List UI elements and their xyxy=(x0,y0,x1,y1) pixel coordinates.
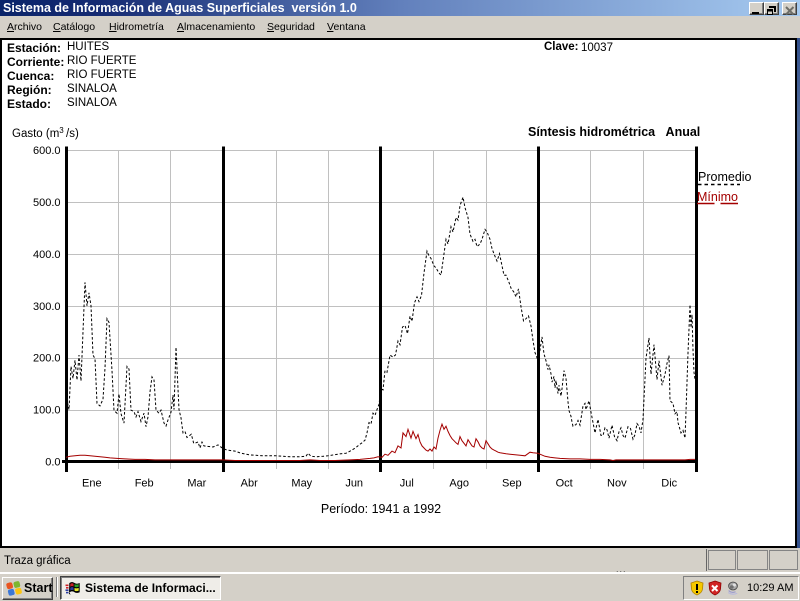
svg-text:600.0: 600.0 xyxy=(33,145,61,157)
svg-text:Promedio: Promedio xyxy=(698,170,752,184)
svg-text:500.0: 500.0 xyxy=(33,197,61,209)
svg-text:400.0: 400.0 xyxy=(33,249,61,261)
svg-text:Dic: Dic xyxy=(661,478,677,490)
svg-text:Nov: Nov xyxy=(607,478,627,490)
svg-text:Jun: Jun xyxy=(345,478,363,490)
svg-text:200.0: 200.0 xyxy=(33,353,61,365)
svg-text:Gasto (m3 /s): Gasto (m3 /s) xyxy=(12,126,79,140)
svg-text:0.0: 0.0 xyxy=(45,457,60,469)
svg-text:300.0: 300.0 xyxy=(33,301,61,313)
svg-text:Abr: Abr xyxy=(241,478,258,490)
svg-text:100.0: 100.0 xyxy=(33,405,61,417)
svg-text:May: May xyxy=(291,478,312,490)
svg-text:Ene: Ene xyxy=(82,478,102,490)
svg-text:Mar: Mar xyxy=(187,478,206,490)
svg-text:Jul: Jul xyxy=(400,478,414,490)
svg-text:Síntesis hidrométrica Anual: Síntesis hidrométrica Anual xyxy=(528,125,700,139)
svg-text:Ago: Ago xyxy=(449,478,469,490)
svg-text:Mínimo: Mínimo xyxy=(697,190,738,204)
svg-text:Sep: Sep xyxy=(502,478,522,490)
svg-text:Período: 1941 a 1992: Período: 1941 a 1992 xyxy=(321,502,441,516)
svg-text:Oct: Oct xyxy=(556,478,573,490)
svg-text:Feb: Feb xyxy=(135,478,154,490)
